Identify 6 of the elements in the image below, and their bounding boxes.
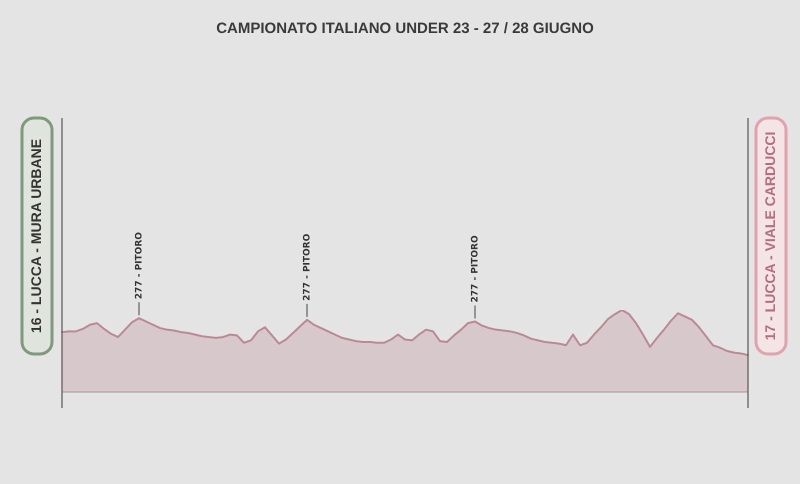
annotation: 277 - PITORO [470, 235, 480, 302]
text: 16 - LUCCA - MURA URBANE [28, 138, 44, 334]
annotation: 277 - PITORO [302, 233, 312, 301]
chart-title: CAMPIONATO ITALIANO UNDER 23 - 27 / 28 GIUGNO [216, 20, 594, 38]
text: 17 - LUCCA - VIALE CARDUCCI [762, 132, 778, 340]
annotation: 277 - PITORO [134, 232, 144, 300]
